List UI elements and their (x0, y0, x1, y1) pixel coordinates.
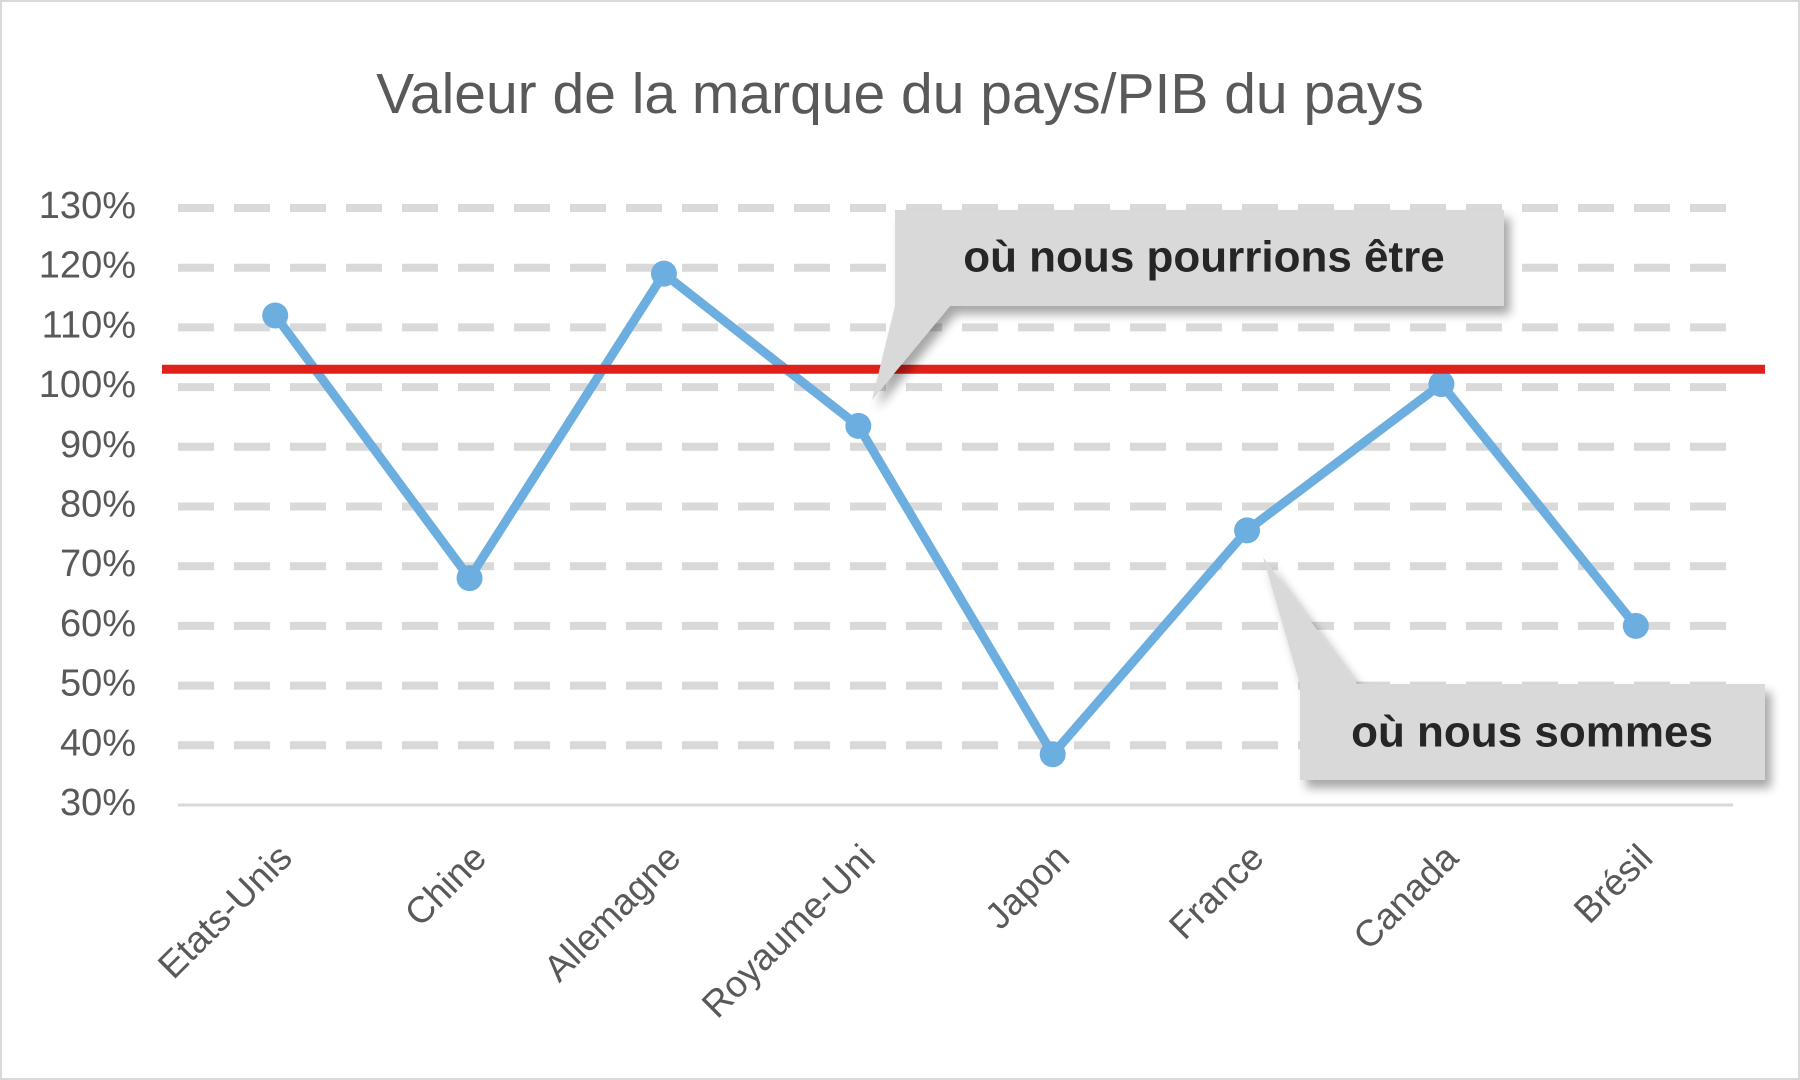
data-point (456, 565, 483, 592)
y-tick-label: 40% (60, 722, 136, 764)
data-point (1622, 612, 1649, 639)
data-point (262, 302, 289, 329)
data-point (845, 412, 872, 439)
y-tick-label: 60% (60, 603, 136, 645)
callout-shape (1263, 557, 1765, 780)
data-line (271, 269, 1640, 759)
y-tick-label: 90% (60, 424, 136, 466)
y-tick-label: 70% (60, 543, 136, 585)
y-tick-label: 30% (60, 782, 136, 824)
callout-top: où nous pourrions être (872, 210, 1504, 400)
y-tick-label: 110% (42, 304, 136, 346)
data-point (650, 260, 677, 287)
annotation: où nous sommes (1351, 708, 1713, 757)
y-tick-label: 120% (39, 245, 136, 287)
y-tick-label: 130% (39, 185, 136, 227)
data-point (1234, 517, 1261, 544)
chart-title: Valeur de la marque du pays/PIB du pays (376, 62, 1424, 126)
annotation: où nous pourrions être (963, 233, 1445, 282)
callout-shape (872, 210, 1504, 400)
y-tick-label: 50% (60, 663, 136, 705)
callout-bottom: où nous sommes (1263, 557, 1765, 780)
y-tick-label: 100% (39, 364, 136, 406)
y-tick-label: 80% (60, 484, 136, 526)
data-point (1428, 371, 1455, 398)
data-point (1039, 741, 1066, 768)
